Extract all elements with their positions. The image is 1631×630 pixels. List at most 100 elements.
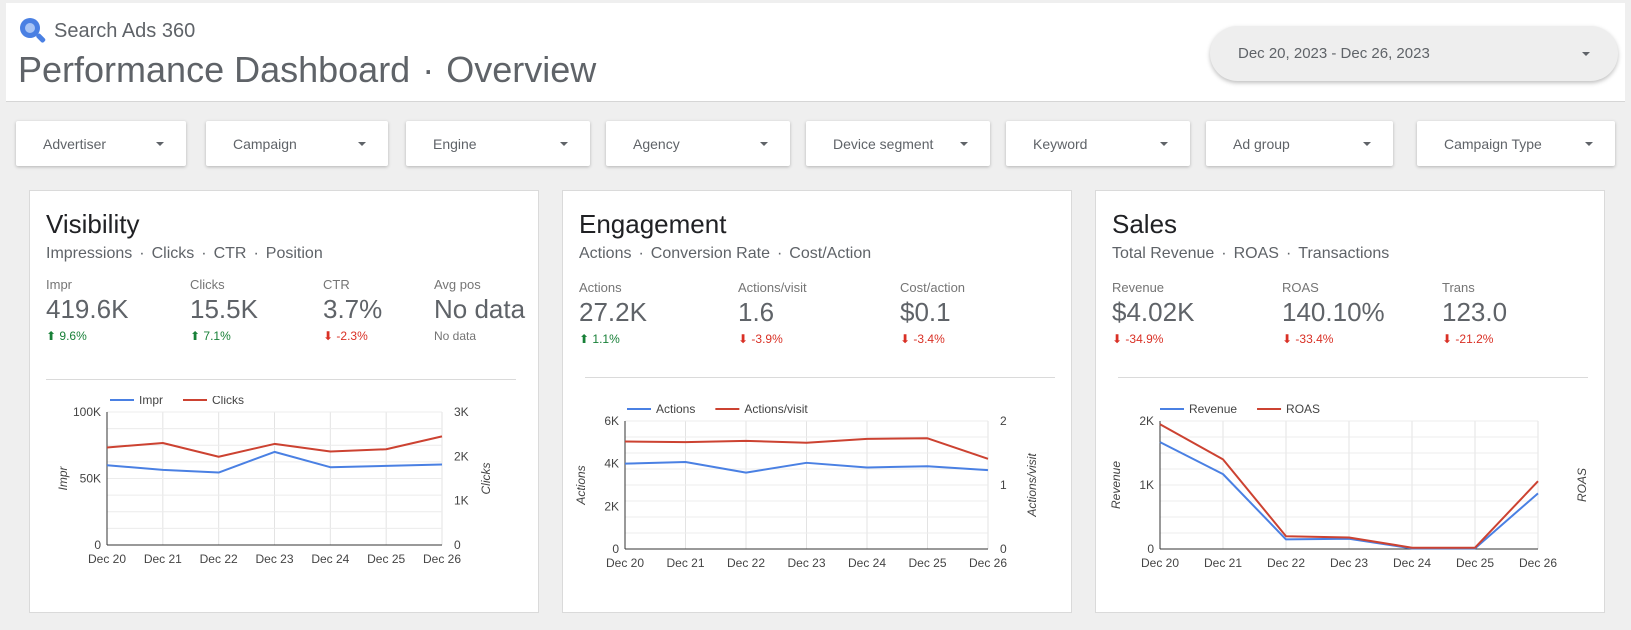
filter-agency[interactable]: Agency xyxy=(606,121,790,166)
x-tick-label: Dec 24 xyxy=(1393,556,1431,570)
metric-label: Trans xyxy=(1442,280,1475,295)
metric-trans: Trans 123.0 ⬇ -21.2% xyxy=(1442,280,1507,346)
arrow-up-icon: ⬆ xyxy=(579,332,590,346)
metric-value: 15.5K xyxy=(190,294,258,324)
chevron-down-icon xyxy=(960,141,968,146)
x-tick-label: Dec 20 xyxy=(1141,556,1179,570)
engagement-chart: 0 2K 4K 6K 0 1 2 Dec 20 Dec 21 Dec 22 Dec 23 Dec 24… xyxy=(563,396,1071,591)
x-tick-label: Dec 26 xyxy=(969,556,1007,570)
metric-delta-value: -3.9% xyxy=(751,332,783,346)
x-tick-label: Dec 22 xyxy=(727,556,765,570)
card-subtitle: Total Revenue · ROAS · Transactions xyxy=(1112,245,1389,263)
metric-label: Cost/action xyxy=(900,280,966,295)
subtitle-item: Actions xyxy=(579,245,632,262)
metric-value: 27.2K xyxy=(579,297,647,327)
series-line-actions xyxy=(624,460,989,474)
x-tick-label: Dec 20 xyxy=(606,556,644,570)
chevron-down-icon xyxy=(560,141,568,146)
filter-engine[interactable]: Engine xyxy=(406,121,590,166)
legend-label: Actions xyxy=(656,402,695,416)
metric-label: Impr xyxy=(46,277,72,292)
metric-delta-value: 1.1% xyxy=(592,332,620,346)
subtitle-separator: · xyxy=(1285,245,1292,262)
metric-label: Clicks xyxy=(190,277,225,292)
metric-label: CTR xyxy=(323,277,350,292)
x-tick-label: Dec 23 xyxy=(255,552,293,566)
divider xyxy=(1118,377,1588,378)
x-tick-label: Dec 21 xyxy=(666,556,704,570)
subtitle-item: Position xyxy=(265,245,323,262)
x-tick-label: Dec 22 xyxy=(200,552,238,566)
date-range-picker[interactable]: Dec 20, 2023 - Dec 26, 2023 xyxy=(1210,26,1618,81)
metric-ctr: CTR 3.7% ⬇ -2.3% xyxy=(323,277,382,343)
x-tick-label: Dec 26 xyxy=(423,552,461,566)
series-line-roas xyxy=(1159,423,1539,549)
y-tick-label: 0 xyxy=(612,542,619,556)
metric-delta: ⬇ -21.2% xyxy=(1442,332,1507,346)
engagement-card: Engagement Actions · Conversion Rate · Cost/… xyxy=(562,190,1072,613)
title-separator: · xyxy=(422,49,435,90)
filter-ad-group[interactable]: Ad group xyxy=(1206,121,1393,166)
divider xyxy=(585,377,1055,378)
subtitle-item: Impressions xyxy=(46,245,133,262)
metric-delta-value: -3.4% xyxy=(913,332,945,346)
arrow-down-icon: ⬇ xyxy=(1442,332,1453,346)
x-tick-label: Dec 25 xyxy=(908,556,946,570)
metric-delta: ⬆ 7.1% xyxy=(190,329,258,343)
y2-tick-label: 0 xyxy=(1000,542,1007,556)
chevron-down-icon xyxy=(1585,141,1593,146)
metric-cost-per-action: Cost/action $0.1 ⬇ -3.4% xyxy=(900,280,965,346)
metric-value: 419.6K xyxy=(46,294,129,324)
metric-actions: Actions 27.2K ⬆ 1.1% xyxy=(579,280,647,346)
card-title: Sales xyxy=(1112,209,1178,239)
y-axis-title: Impr xyxy=(56,465,70,490)
arrow-up-icon: ⬆ xyxy=(190,329,201,343)
y-tick-label: 50K xyxy=(80,472,101,486)
y2-tick-label: 2K xyxy=(454,449,469,463)
page-title-text: Performance Dashboard xyxy=(18,49,411,90)
chevron-down-icon xyxy=(1582,51,1590,56)
filter-device-segment[interactable]: Device segment xyxy=(806,121,990,166)
filter-keyword[interactable]: Keyword xyxy=(1006,121,1190,166)
x-tick-label: Dec 26 xyxy=(1519,556,1557,570)
metric-delta: ⬇ -3.4% xyxy=(900,332,965,346)
subtitle-item: CTR xyxy=(213,245,247,262)
subtitle-separator: · xyxy=(776,245,783,262)
series-line-impr xyxy=(106,450,443,474)
metric-delta-value: -21.2% xyxy=(1455,332,1494,346)
brand-name: Search Ads 360 xyxy=(54,19,196,42)
metric-clicks: Clicks 15.5K ⬆ 7.1% xyxy=(190,277,258,343)
y-tick-label: 100K xyxy=(73,405,101,419)
subtitle-item: Total Revenue xyxy=(1112,245,1215,262)
y2-tick-label: 1K xyxy=(454,494,469,508)
report-header: Search Ads 360 Performance Dashboard · Ove… xyxy=(6,3,1625,102)
subtitle-separator: · xyxy=(1221,245,1227,262)
subtitle-separator: · xyxy=(638,245,644,262)
x-tick-label: Dec 20 xyxy=(88,552,126,566)
y-tick-label: 0 xyxy=(94,538,101,552)
metric-delta: ⬇ -33.4% xyxy=(1282,332,1385,346)
sales-card: Sales Total Revenue · ROAS · Transactions Re… xyxy=(1095,190,1605,613)
legend-label: Revenue xyxy=(1189,402,1237,416)
filter-label: Campaign xyxy=(233,135,297,152)
metric-value: 123.0 xyxy=(1442,297,1508,327)
metric-actions-per-visit: Actions/visit 1.6 ⬇ -3.9% xyxy=(738,280,807,346)
metric-delta-value: 9.6% xyxy=(59,329,87,343)
x-tick-label: Dec 21 xyxy=(1204,556,1242,570)
filter-advertiser[interactable]: Advertiser xyxy=(16,121,186,166)
card-title: Engagement xyxy=(579,209,727,239)
divider xyxy=(46,379,516,380)
filter-campaign-type[interactable]: Campaign Type xyxy=(1417,121,1615,166)
subtitle-item: Clicks xyxy=(151,245,195,262)
y-tick-label: 4K xyxy=(604,457,619,471)
metric-delta: No data xyxy=(434,329,477,343)
subtitle-separator: · xyxy=(201,245,207,262)
chevron-down-icon xyxy=(1160,141,1168,146)
y-tick-label: 6K xyxy=(604,414,619,428)
x-tick-label: Dec 24 xyxy=(311,552,349,566)
filter-campaign[interactable]: Campaign xyxy=(206,121,388,166)
metric-value: No data xyxy=(434,294,526,324)
filter-label: Advertiser xyxy=(43,135,107,152)
y-axis-title: Actions xyxy=(574,465,588,505)
